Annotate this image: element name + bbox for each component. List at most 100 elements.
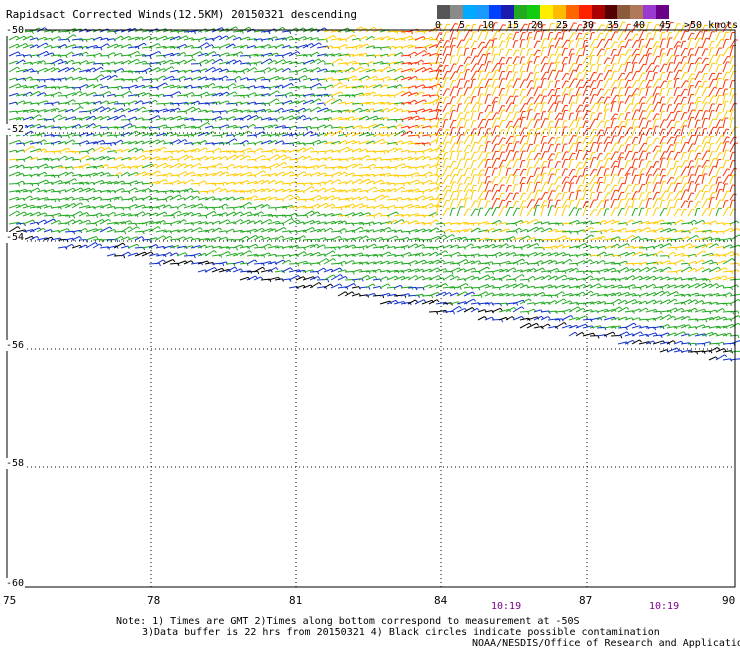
wind-barb (610, 101, 614, 113)
wind-barb-flag (496, 135, 500, 137)
wind-barb (407, 99, 415, 105)
wind-barb (288, 188, 299, 193)
wind-barb (568, 40, 572, 49)
wind-barb (477, 41, 483, 49)
wind-barb (491, 38, 495, 49)
wind-barb-flag (185, 171, 188, 175)
wind-barb (183, 142, 192, 145)
wind-barb-flag (247, 155, 251, 159)
wind-barb-flag (306, 127, 308, 131)
wind-barb (92, 171, 103, 177)
wind-barb (680, 160, 686, 169)
wind-barb (365, 75, 377, 81)
wind-barb (694, 109, 700, 121)
wind-barb-flag (509, 112, 514, 114)
wind-barb (260, 213, 272, 217)
wind-barb (561, 168, 566, 177)
wind-barb (15, 68, 27, 73)
wind-barb-flag (295, 212, 298, 216)
wind-barb (232, 173, 242, 177)
wind-barb (400, 54, 410, 57)
wind-barb-flag (29, 91, 33, 95)
wind-barb-flag (129, 123, 133, 127)
wind-barb (232, 117, 242, 121)
wind-barb (85, 196, 95, 201)
wind-barb (99, 203, 110, 209)
wind-barb (687, 109, 693, 121)
wind-barb-flag (671, 119, 675, 122)
wind-barb (708, 41, 713, 49)
wind-barb (197, 172, 207, 177)
wind-barb (211, 156, 221, 161)
wind-barb (631, 198, 635, 209)
wind-barb-flag (353, 131, 356, 135)
wind-barb-flag (644, 54, 648, 57)
wind-barb (246, 158, 256, 161)
wind-barb-flag (318, 42, 322, 46)
wind-barb (113, 212, 124, 217)
wind-barb (176, 117, 187, 121)
wind-barb (113, 114, 124, 121)
wind-barb (260, 180, 269, 185)
wind-barb (127, 171, 137, 177)
wind-barb (162, 52, 173, 57)
wind-barb-flag (475, 63, 479, 65)
wind-barb (64, 196, 73, 201)
wind-barb (554, 200, 559, 209)
wind-barb (43, 37, 52, 41)
wind-barb-flag (198, 163, 202, 166)
wind-barb (680, 120, 686, 129)
wind-barb (547, 54, 552, 65)
wind-barb (134, 60, 146, 65)
wind-barb-flag (629, 95, 633, 97)
wind-barb (22, 219, 34, 225)
wind-barb (204, 58, 214, 65)
wind-barb (15, 197, 24, 201)
wind-barb-flag (270, 150, 273, 154)
wind-barb (456, 206, 461, 217)
wind-barb (71, 76, 81, 81)
wind-barb-flag (440, 86, 444, 89)
wind-barb-flag (622, 31, 627, 33)
wind-barb (694, 62, 699, 73)
wind-barb (64, 178, 75, 185)
wind-barb-flag (545, 191, 549, 194)
wind-barb-flag (593, 71, 597, 74)
wind-barb (78, 51, 87, 57)
wind-barb (106, 211, 114, 217)
wind-barb (365, 180, 374, 185)
wind-barb (36, 197, 48, 201)
wind-barb (106, 157, 114, 161)
wind-barb (715, 39, 722, 49)
wind-barb-flag (614, 184, 618, 187)
wind-barb (533, 174, 540, 185)
wind-barb (29, 173, 39, 177)
wind-barb-flag (510, 95, 514, 98)
wind-barb (155, 133, 166, 137)
wind-barb (358, 75, 368, 81)
wind-barb (8, 60, 18, 65)
wind-barb (393, 51, 402, 57)
wind-barb (526, 182, 531, 193)
wind-barb-flag (615, 207, 619, 209)
wind-barb (232, 36, 240, 41)
wind-barb-flag (720, 38, 725, 41)
wind-barb (554, 80, 558, 89)
wind-barb (183, 37, 193, 41)
wind-barb-flag (226, 91, 230, 95)
wind-barb (715, 142, 722, 153)
wind-barb-flag (657, 150, 661, 152)
wind-barb-flag (400, 123, 403, 127)
wind-barb (575, 94, 579, 105)
wind-barb-flag (439, 32, 443, 34)
wind-barb (337, 109, 349, 113)
wind-barb-flag (263, 76, 266, 80)
wind-barb (176, 51, 185, 57)
wind-barb-flag (64, 155, 68, 159)
wind-barb (498, 33, 503, 41)
wind-barb-flag (386, 107, 390, 111)
wind-barb (379, 141, 388, 145)
wind-barb-flag (503, 176, 507, 179)
wind-barb (547, 89, 553, 97)
wind-barb-flag (705, 184, 709, 186)
